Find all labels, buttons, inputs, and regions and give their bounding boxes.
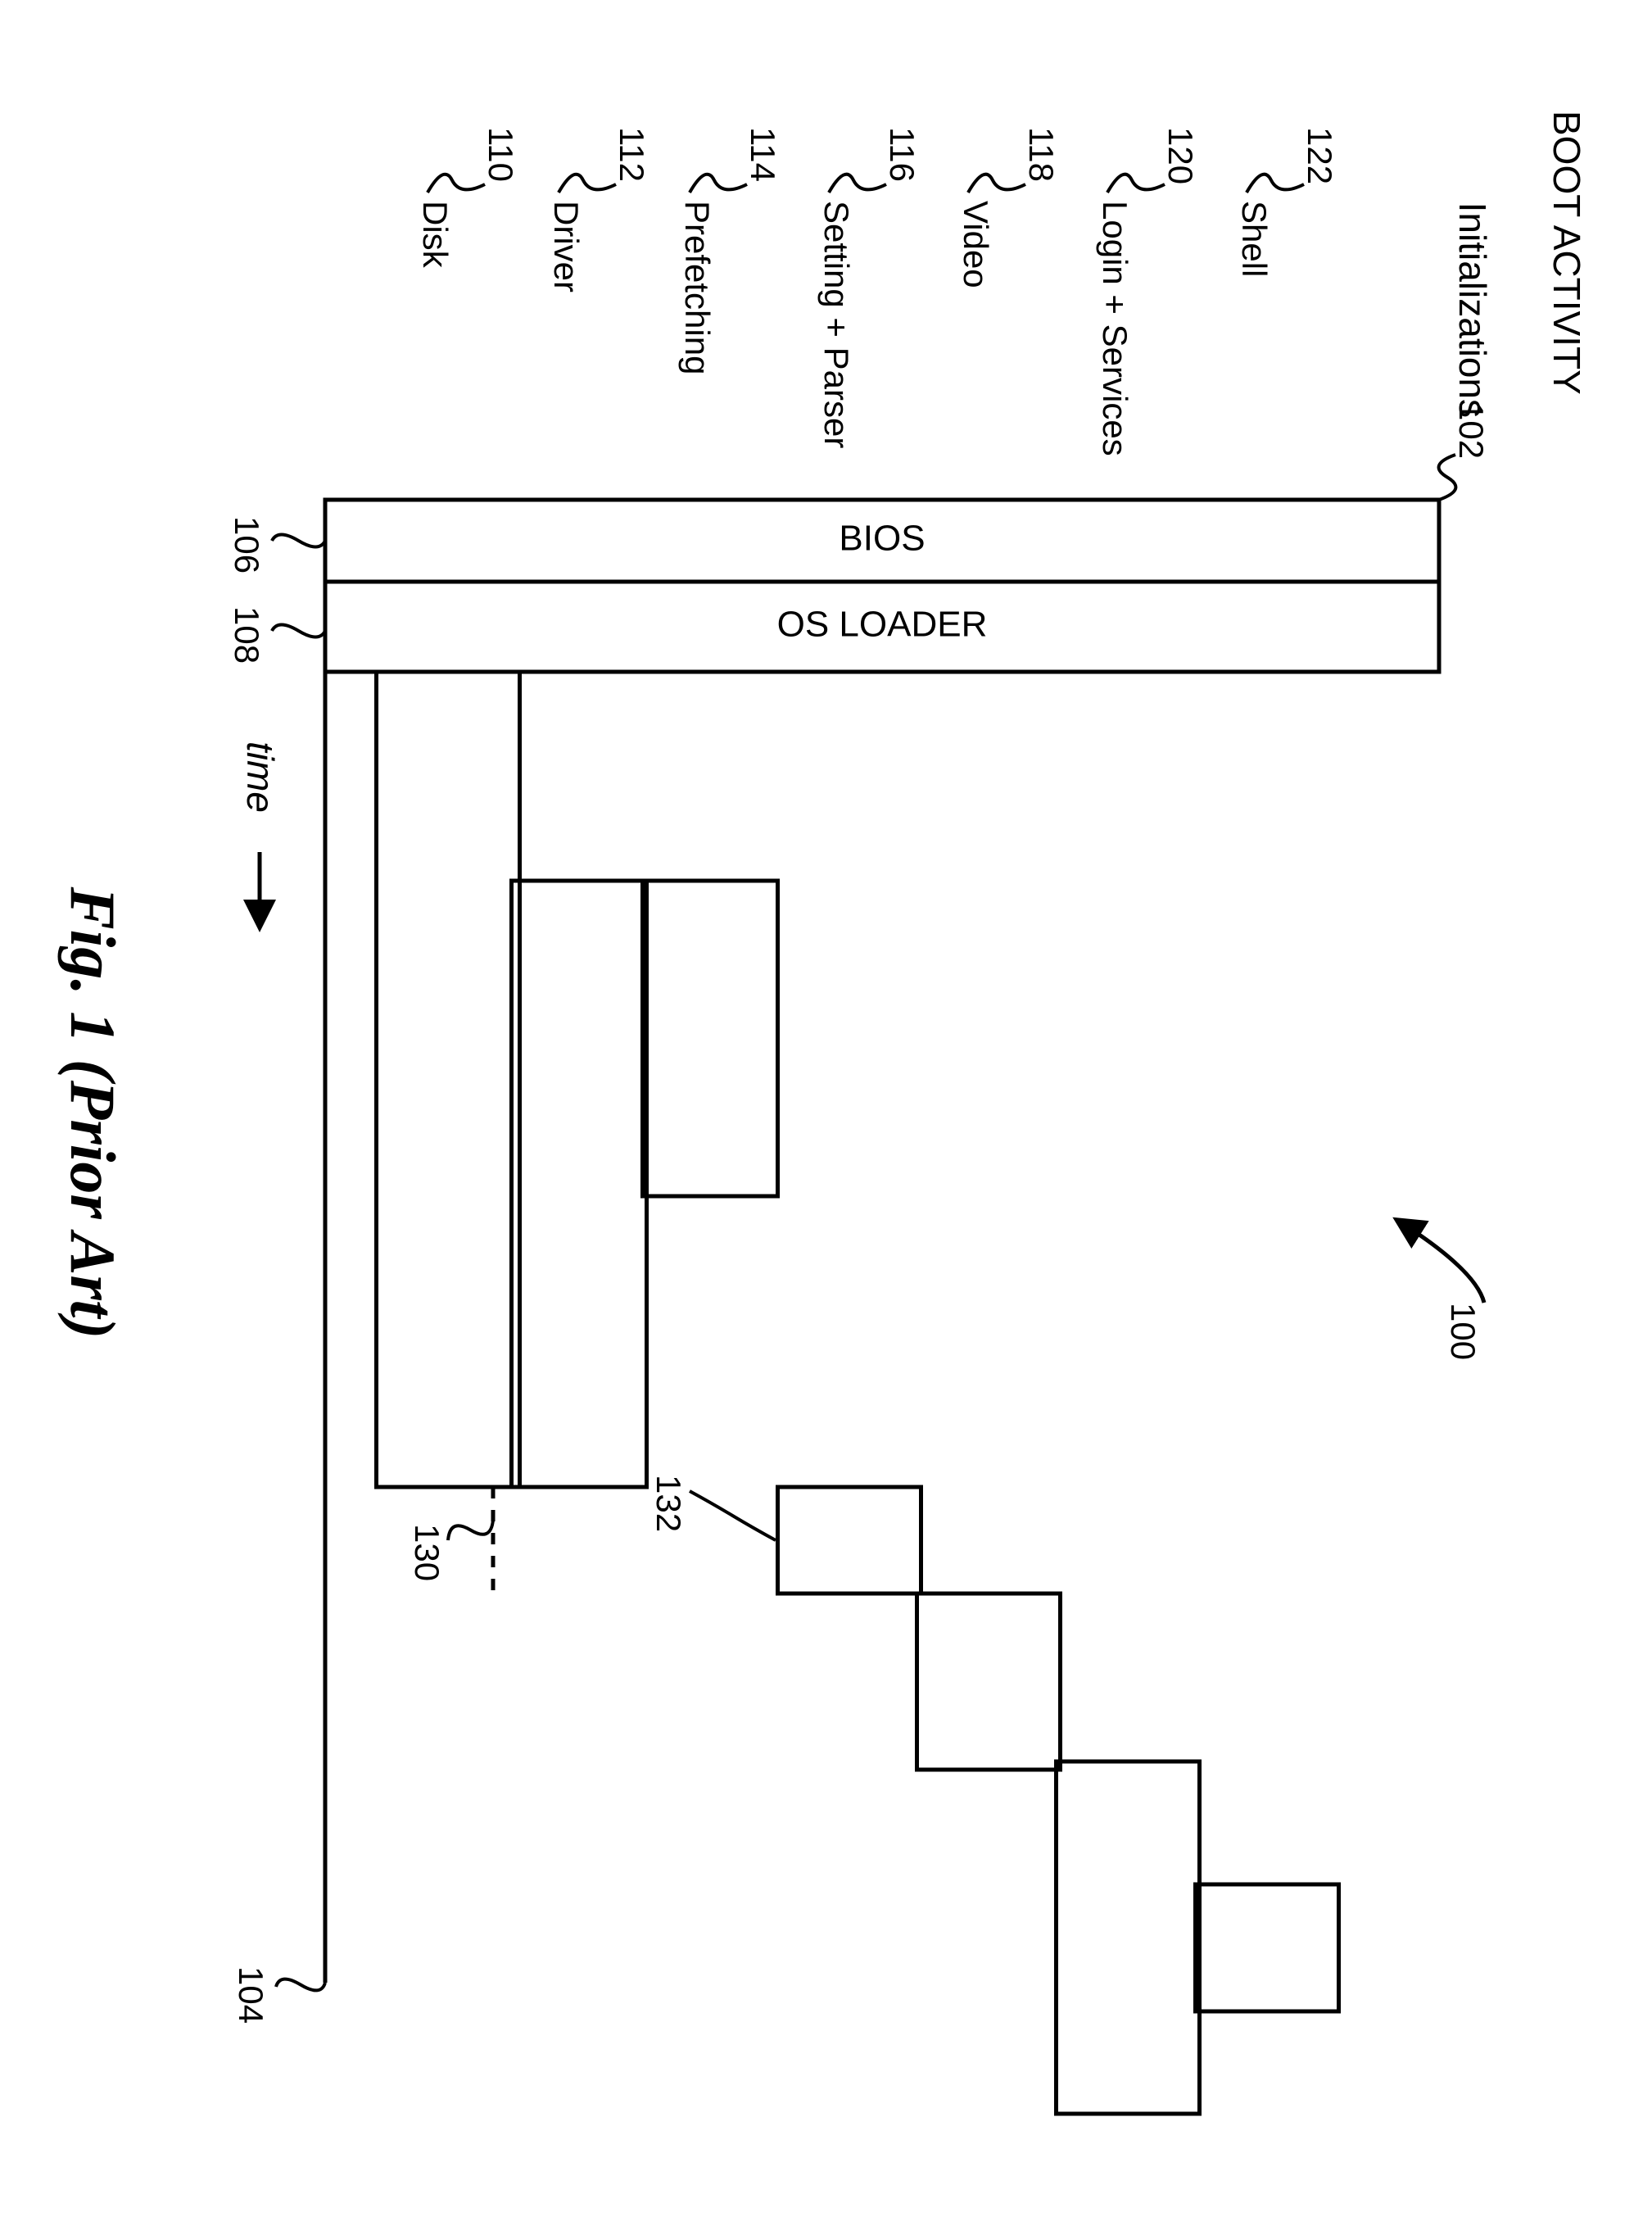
- ref-106-leader: [272, 535, 325, 547]
- bar-prefetch: [643, 881, 778, 1196]
- y-axis-label: Initializations: [1451, 202, 1494, 418]
- bar-setting: [778, 1487, 921, 1594]
- row-label-video: Video: [957, 201, 995, 288]
- ref-112: 112: [613, 127, 651, 182]
- leader-122: [1247, 175, 1304, 193]
- row-label-prefetch: Prefetching: [678, 201, 717, 374]
- ref-100: 100: [1444, 1303, 1482, 1360]
- ref-120: 120: [1161, 127, 1200, 184]
- ref-114: 114: [744, 127, 782, 182]
- leader-112: [559, 175, 616, 193]
- row-label-shell: Shell: [1235, 201, 1274, 277]
- ref-106: 106: [228, 516, 266, 574]
- ref-102: 102: [1452, 401, 1491, 459]
- ref-102-leader: [1439, 455, 1456, 500]
- ref-100-arrow: [1398, 1221, 1484, 1303]
- bar-video: [917, 1594, 1061, 1770]
- ref-130: 130: [408, 1524, 446, 1581]
- leader-110: [428, 175, 485, 193]
- row-label-disk: Disk: [416, 201, 455, 269]
- bar-disk: [377, 672, 520, 1487]
- leader-120: [1107, 175, 1165, 193]
- leader-116: [829, 175, 886, 193]
- diagram-svg: BOOT ACTIVITY Initializations 122 Shell 120 L…: [0, 0, 1652, 2226]
- page: BOOT ACTIVITY Initializations 122 Shell 120 L…: [0, 0, 1652, 2226]
- ref-116: 116: [883, 127, 921, 182]
- ref-132: 132: [649, 1475, 688, 1532]
- ref-130-leader: [448, 1520, 493, 1540]
- landscape-canvas: BOOT ACTIVITY Initializations 122 Shell 120 L…: [0, 0, 1652, 2226]
- bar-shell: [1196, 1884, 1339, 2011]
- row-label-driver: Driver: [547, 201, 586, 292]
- leader-114: [690, 175, 747, 193]
- ref-122: 122: [1301, 127, 1339, 184]
- ref-118: 118: [1022, 127, 1061, 182]
- x-axis-label: time: [239, 741, 282, 813]
- ref-104-leader: [276, 1979, 325, 1991]
- row-label-login: Login + Services: [1096, 201, 1134, 456]
- ref-108: 108: [228, 606, 266, 664]
- vbar-label-bios: BIOS: [839, 519, 925, 559]
- diagram-title: BOOT ACTIVITY: [1546, 111, 1588, 395]
- figure-caption: Fig. 1 (Prior Art): [57, 886, 129, 1340]
- ref-132-leader: [690, 1491, 776, 1540]
- leader-118: [968, 175, 1025, 193]
- ref-110: 110: [482, 127, 520, 182]
- ref-108-leader: [272, 625, 325, 637]
- ref-104: 104: [232, 1966, 270, 2024]
- row-label-setting: Setting + Parser: [817, 201, 856, 448]
- vbar-label-osloader: OS LOADER: [777, 605, 988, 645]
- bar-driver: [512, 881, 647, 1487]
- bar-login: [1057, 1761, 1200, 2114]
